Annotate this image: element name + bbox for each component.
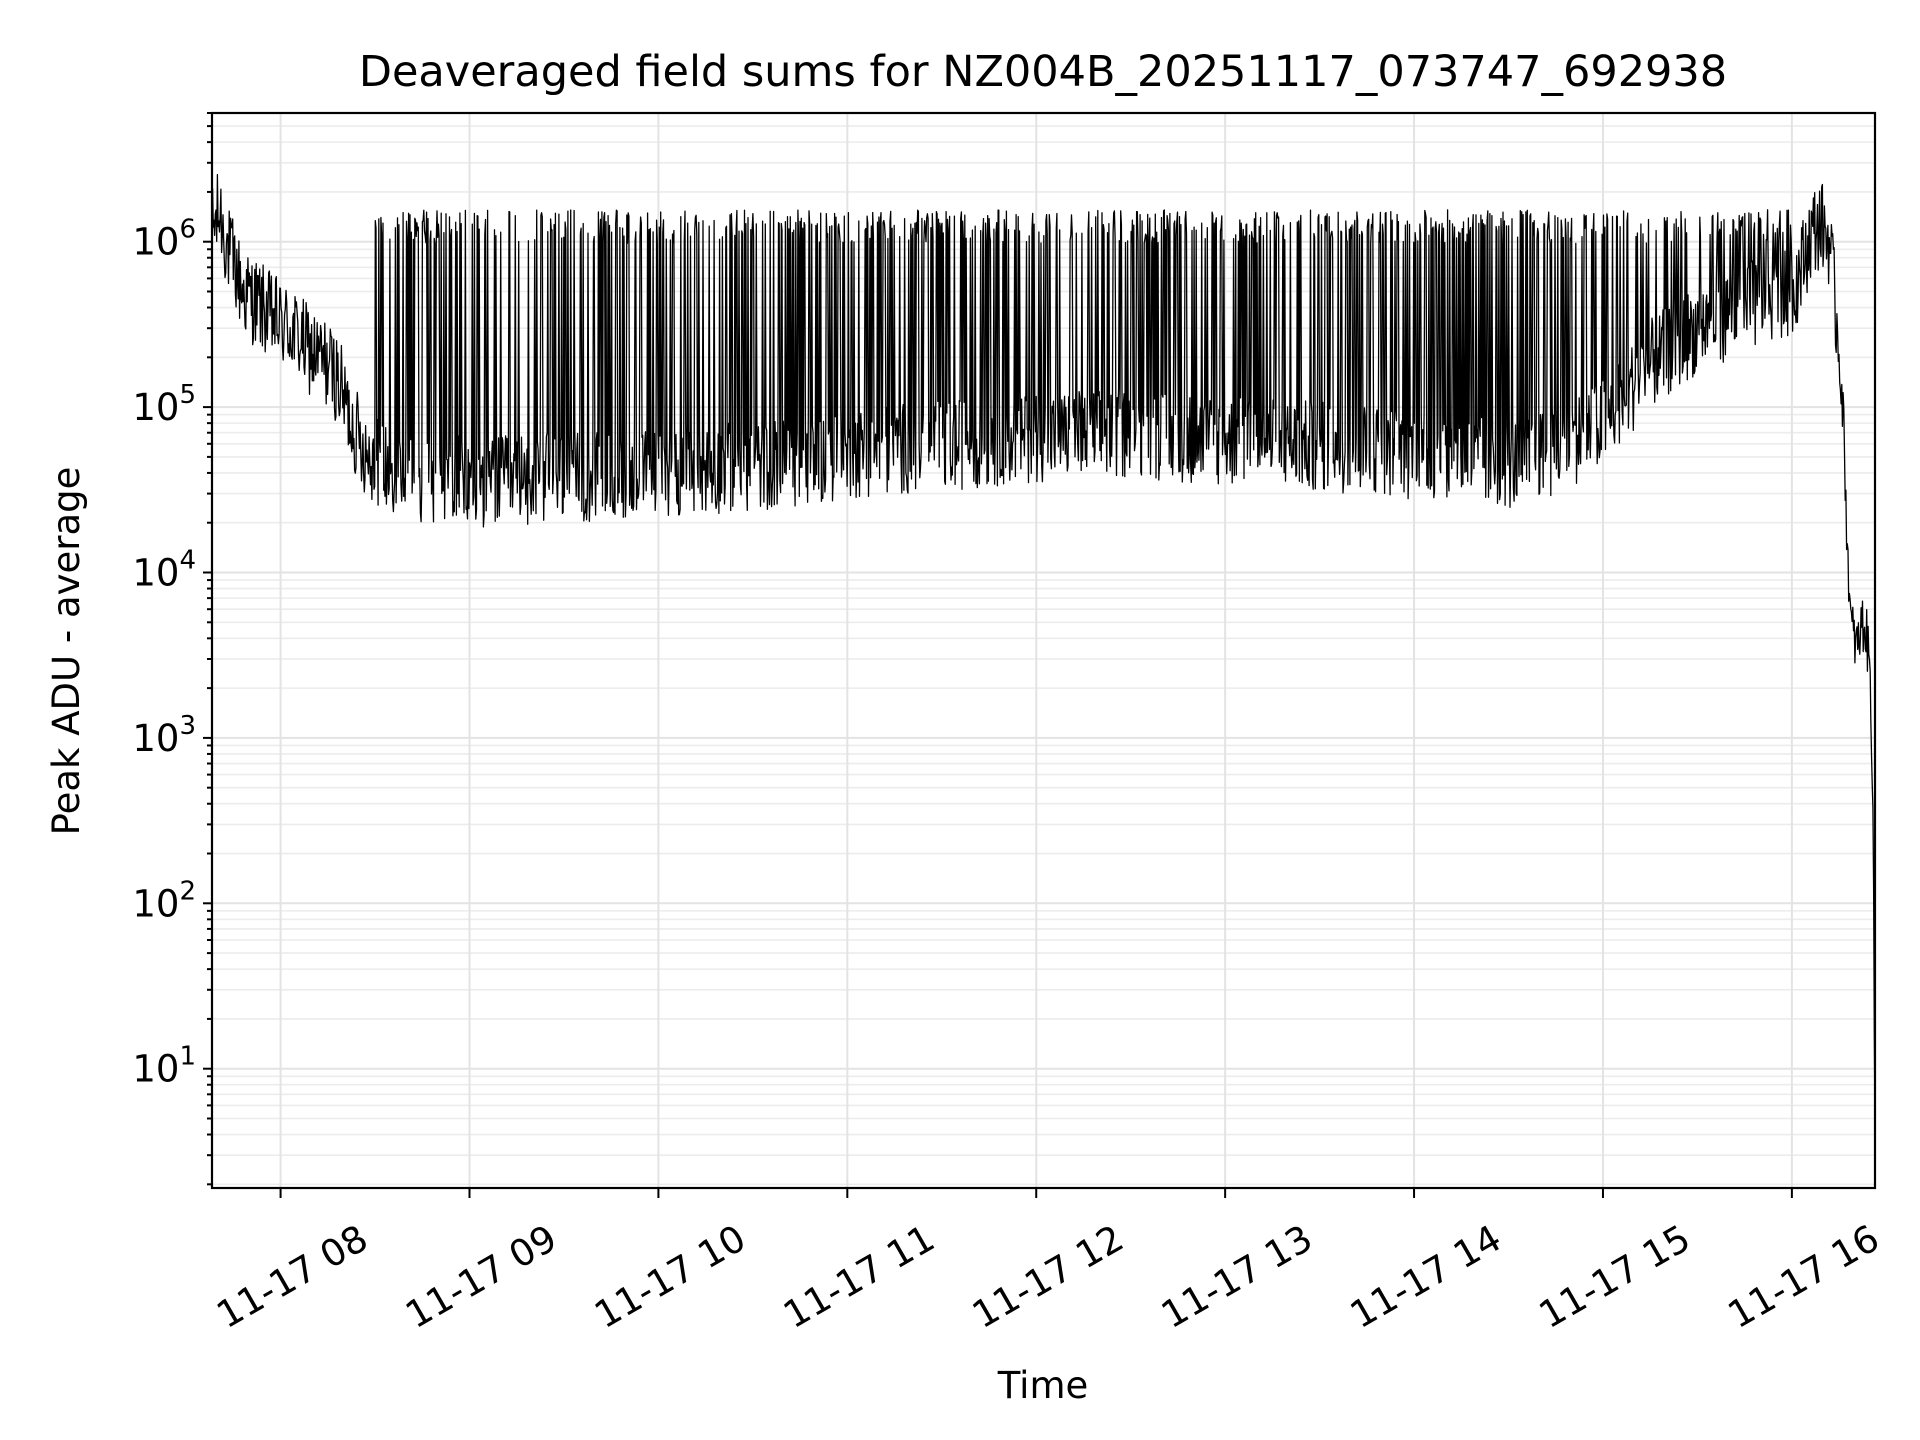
y-tick-base: 10 (132, 552, 179, 595)
y-tick-label: 105 (132, 380, 196, 429)
x-axis-label: Time (997, 1364, 1089, 1407)
y-tick-exponent: 2 (179, 876, 196, 906)
y-tick-exponent: 3 (179, 711, 196, 741)
y-tick-base: 10 (132, 386, 179, 429)
y-tick-label: 103 (132, 711, 196, 760)
y-tick-exponent: 4 (179, 546, 196, 576)
y-tick-base: 10 (132, 717, 179, 760)
y-tick-label: 102 (132, 876, 196, 925)
y-tick-exponent: 6 (179, 215, 196, 245)
series-group (211, 174, 1876, 1128)
series-line (211, 174, 1876, 1128)
y-tick-exponent: 5 (179, 380, 196, 410)
chart-title: Deaveraged field sums for NZ004B_2025111… (359, 47, 1727, 97)
y-tick-label: 106 (132, 215, 196, 264)
y-tick-exponent: 1 (179, 1042, 196, 1072)
y-axis-label: Peak ADU - average (45, 467, 88, 836)
y-tick-label: 104 (132, 546, 196, 595)
y-tick-base: 10 (132, 882, 179, 925)
y-tick-label: 101 (132, 1042, 196, 1091)
ticks (203, 112, 1793, 1198)
y-tick-base: 10 (132, 1048, 179, 1091)
plot-frame (210, 111, 1877, 1190)
y-tick-base: 10 (132, 221, 179, 264)
